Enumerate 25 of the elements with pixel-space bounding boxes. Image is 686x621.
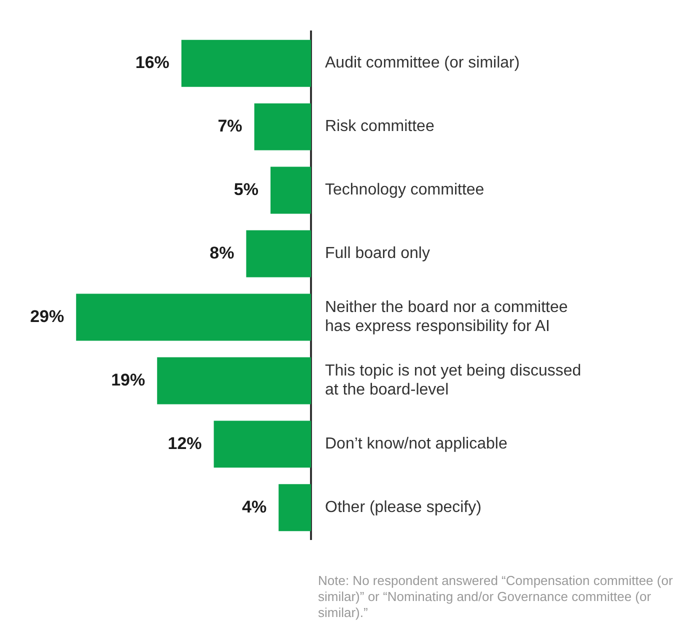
data-label: 12% [168,434,202,453]
data-label: 5% [234,180,258,199]
y-tick-label: Risk committee [325,118,434,136]
y-tick-label: Other (please specify) [325,499,482,516]
bar [278,484,311,532]
data-label: 16% [135,53,170,72]
y-tick-label: Audit committee (or similar) [325,54,520,72]
data-label: 4% [242,497,267,516]
bar [181,40,311,87]
bar [157,357,311,404]
y-tick-label: Don’t know/not applicable [325,436,508,453]
data-label: 19% [111,370,146,390]
bar [76,294,311,341]
bar [246,230,311,278]
y-tick-label: Full board only [325,245,430,262]
bar [214,420,311,468]
text: Note: No respondent answered “Compensation committee (or similar)” or “Nominating and/or Governance committee (or similar).” [318,573,674,621]
data-label: 29% [30,306,64,326]
data-label: 7% [218,116,242,136]
data-label: 8% [210,243,234,262]
y-tick-label: Technology committee [325,182,484,199]
y-tick-label: Neither the board nor a committee has express responsibility for AI [325,299,568,336]
y-tick-label: This topic is not yet being discussed at the board-level [325,362,582,399]
bar [270,166,311,214]
bar [254,103,311,150]
